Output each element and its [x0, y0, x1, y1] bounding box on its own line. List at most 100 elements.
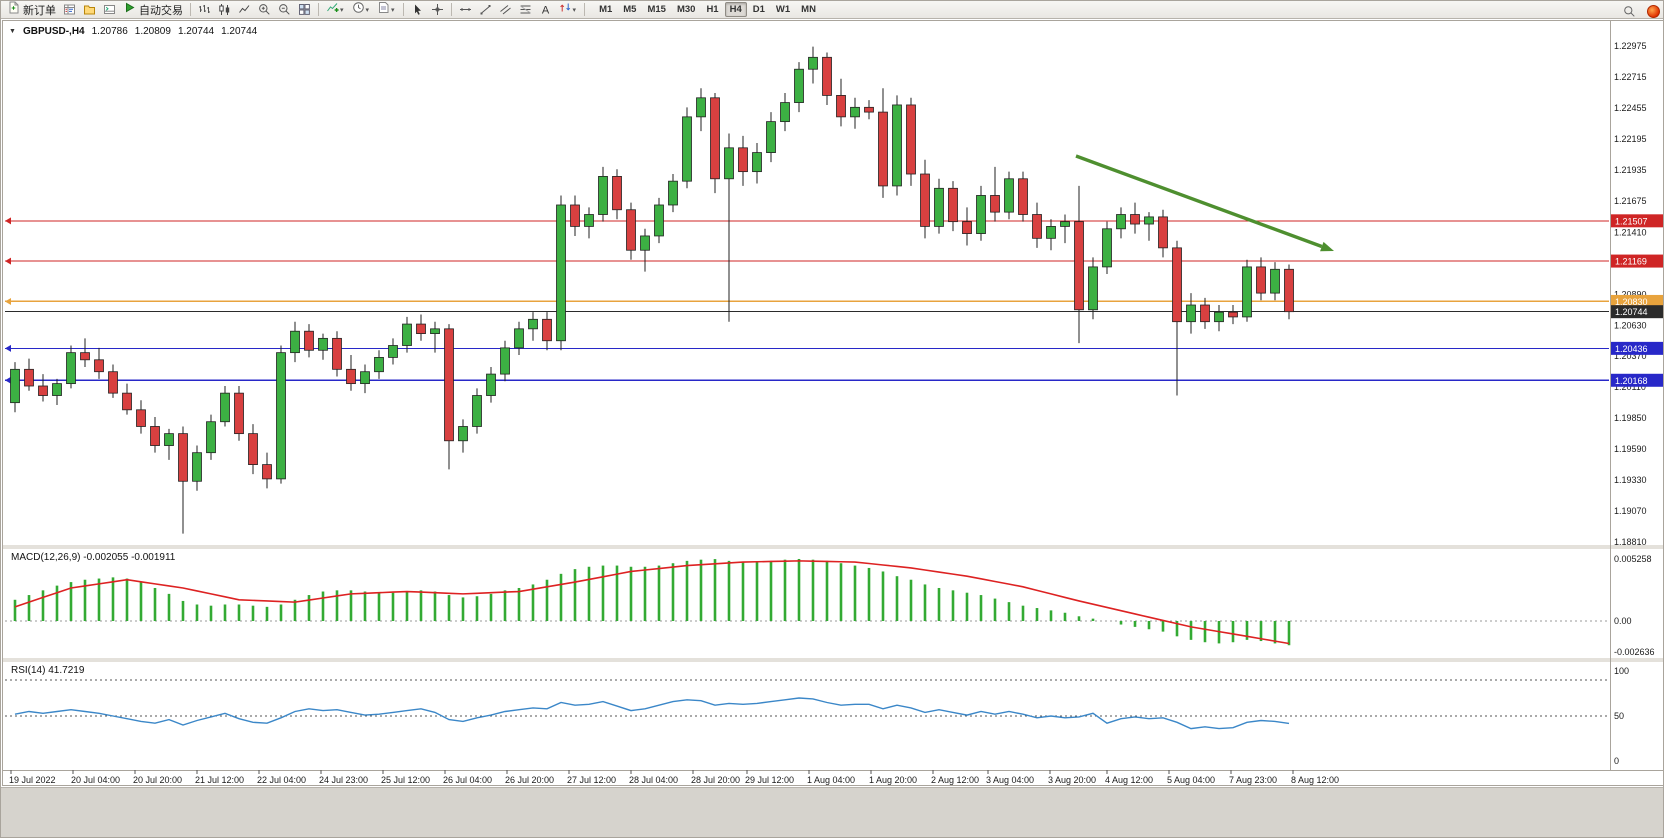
price-tick-label: 1.22975 [1614, 41, 1647, 51]
zoom-in-icon[interactable] [255, 2, 274, 18]
trend-arrow[interactable] [1075, 154, 1323, 249]
timeframe-h1[interactable]: H1 [706, 4, 719, 15]
time-label: 5 Aug 04:00 [1167, 775, 1215, 785]
market-watch-icon[interactable] [60, 2, 79, 18]
bull-candle [584, 214, 594, 227]
bull-candle [430, 328, 440, 334]
time-label: 2 Aug 12:00 [931, 775, 979, 785]
rsi-scale-label: 0 [1614, 756, 1619, 766]
price-tick-label: 1.21675 [1614, 196, 1647, 206]
bear-candle [444, 328, 454, 442]
rsi-scale-label: 100 [1614, 666, 1629, 676]
equidistant-channel-icon[interactable] [496, 2, 515, 18]
chart-canvas[interactable]: 1.22975 1.22715 1.22455 1.22195 1.21935 1.216… [1, 19, 1664, 787]
bull-candle [52, 383, 62, 396]
bear-candle [122, 392, 132, 411]
templates-button[interactable]: ▾ [374, 1, 399, 18]
timeframe-m5[interactable]: M5 [623, 4, 637, 15]
bear-candle [626, 209, 636, 251]
panel-divider[interactable] [3, 545, 1663, 549]
bear-candle [1200, 304, 1210, 323]
bear-candle [94, 359, 104, 373]
candlestick-chart-icon[interactable] [215, 2, 234, 18]
price-badge [1611, 373, 1663, 387]
chart-window[interactable]: 1.22975 1.22715 1.22455 1.22195 1.21935 1.216… [1, 19, 1664, 787]
bull-candle [976, 195, 986, 234]
price-badge-label: 1.20168 [1615, 376, 1648, 386]
time-label: 21 Jul 12:00 [195, 775, 244, 785]
horizontal-line-icon[interactable] [456, 2, 475, 18]
periods-button[interactable]: ▾ [349, 1, 374, 19]
bear-candle [920, 173, 930, 227]
bear-candle [738, 147, 748, 173]
toolbar-right-group [1620, 3, 1660, 19]
new-order-button[interactable]: 新订单 [4, 1, 59, 18]
bear-candle [1018, 178, 1028, 215]
timeframe-m15[interactable]: M15 [647, 4, 666, 15]
fibonacci-icon[interactable] [516, 2, 535, 18]
navigator-icon[interactable] [80, 2, 99, 18]
toolbar: 新订单 自动交易 ▾ ▾ ▾ A ▾ M1 M5 M15 M30 H1 H4 D1 W1 MN [1, 1, 1663, 19]
tile-windows-icon[interactable] [295, 2, 314, 18]
timeframe-mn[interactable]: MN [801, 4, 816, 15]
bull-candle [668, 180, 678, 206]
chevron-down-icon: ▾ [340, 6, 344, 14]
periods-clock-icon [352, 1, 365, 19]
arrow-tools-button[interactable]: ▾ [556, 2, 581, 18]
timeframe-m1[interactable]: M1 [599, 4, 613, 15]
bull-candle [598, 176, 608, 215]
bull-candle [1102, 228, 1112, 268]
timeframe-d1[interactable]: D1 [752, 4, 765, 15]
ohlc-open: 1.20786 [91, 26, 128, 37]
bull-candle [654, 204, 664, 237]
bear-candle [346, 368, 356, 385]
bar-chart-icon[interactable] [195, 2, 214, 18]
panel-divider[interactable] [3, 658, 1663, 662]
bear-candle [948, 187, 958, 223]
bull-candle [290, 330, 300, 354]
time-label: 7 Aug 23:00 [1229, 775, 1277, 785]
time-label: 28 Jul 04:00 [629, 775, 678, 785]
trendline-icon[interactable] [476, 2, 495, 18]
cursor-icon[interactable] [408, 2, 427, 18]
bear-candle [1032, 214, 1042, 239]
timeframe-m30[interactable]: M30 [676, 4, 696, 15]
bear-candle [990, 195, 1000, 213]
autotrading-button[interactable]: 自动交易 [120, 2, 186, 18]
text-label-icon[interactable]: A [536, 2, 555, 18]
bear-candle [304, 330, 314, 351]
bear-candle [1284, 268, 1294, 313]
bear-candle [710, 97, 720, 180]
search-icon[interactable] [1620, 3, 1639, 19]
line-chart-icon[interactable] [235, 2, 254, 18]
timeframe-h4[interactable]: H4 [724, 2, 747, 17]
bull-candle [10, 368, 20, 404]
crosshair-icon[interactable] [428, 2, 447, 18]
time-axis[interactable]: 19 Jul 2022 20 Jul 04:00 20 Jul 20:00 21 Ju… [9, 770, 1339, 785]
price-badge [1611, 294, 1663, 308]
bear-candle [878, 111, 888, 187]
time-label: 24 Jul 23:00 [319, 775, 368, 785]
bull-candle [1046, 226, 1056, 239]
rsi-line [14, 697, 1290, 730]
bull-candle [220, 392, 230, 423]
bear-candle [612, 176, 622, 211]
time-label: 27 Jul 12:00 [567, 775, 616, 785]
terminal-icon[interactable] [100, 2, 119, 18]
price-tick-label: 1.20370 [1614, 351, 1647, 361]
candles-layer [10, 46, 1294, 534]
timeframe-w1[interactable]: W1 [775, 4, 791, 15]
toolbar-separator [190, 3, 191, 16]
bull-candle [388, 345, 398, 358]
level-edge-marker [5, 344, 11, 352]
bull-candle [696, 97, 706, 118]
notification-icon[interactable] [1647, 4, 1660, 18]
time-label: 19 Jul 2022 [9, 775, 56, 785]
time-label: 22 Jul 04:00 [257, 775, 306, 785]
bear-candle [864, 106, 874, 113]
collapse-icon[interactable]: ▼ [9, 28, 16, 35]
zoom-out-icon[interactable] [275, 2, 294, 18]
time-label: 20 Jul 20:00 [133, 775, 182, 785]
macd-histogram [13, 558, 1291, 646]
indicators-button[interactable]: ▾ [323, 2, 348, 18]
